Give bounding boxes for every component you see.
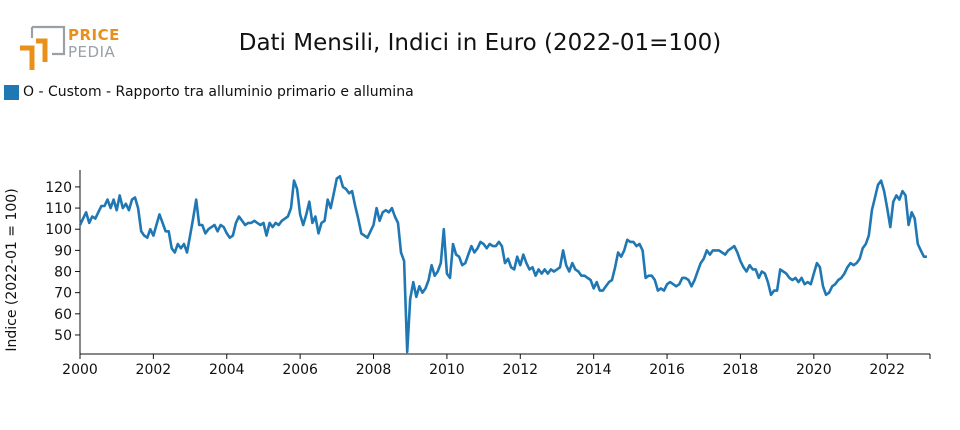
y-tick-label: 80 bbox=[54, 265, 72, 281]
chart-title: Dati Mensili, Indici in Euro (2022-01=10… bbox=[238, 30, 722, 56]
plot-area bbox=[78, 175, 927, 354]
legend-swatch bbox=[4, 84, 19, 100]
y-tick-label: 120 bbox=[45, 180, 72, 196]
y-tick-label: 90 bbox=[54, 243, 72, 259]
series-line bbox=[78, 175, 927, 354]
x-tick-label: 2010 bbox=[429, 362, 465, 378]
logo-word-pedia: PEDIA bbox=[68, 43, 116, 61]
x-tick-label: 2004 bbox=[209, 362, 245, 378]
y-tick-label: 70 bbox=[54, 286, 72, 302]
x-tick-label: 2008 bbox=[356, 362, 392, 378]
y-tick-label: 110 bbox=[45, 201, 72, 217]
logo-mark-icon bbox=[20, 25, 66, 70]
y-axis-label: Indice (2022-01 = 100) bbox=[4, 188, 20, 351]
pricepedia-logo: PRICE PEDIA bbox=[18, 24, 128, 74]
y-tick-label: 60 bbox=[54, 307, 72, 323]
y-tick-label: 100 bbox=[45, 222, 72, 238]
x-tick-label: 2006 bbox=[282, 362, 318, 378]
x-tick-label: 2014 bbox=[576, 362, 612, 378]
x-tick-label: 2020 bbox=[796, 362, 832, 378]
logo-word-price: PRICE bbox=[68, 26, 120, 44]
legend-item[interactable]: O - Custom - Rapporto tra alluminio prim… bbox=[4, 84, 414, 100]
y-tick-label: 50 bbox=[54, 328, 72, 344]
y-axis: 50 60 70 80 90 100 110 120 bbox=[45, 170, 81, 354]
x-axis: 2000 2002 2004 2006 2008 2010 2012 2014 2016 2018… bbox=[62, 353, 931, 378]
x-tick-label: 2022 bbox=[869, 362, 905, 378]
x-tick-label: 2016 bbox=[649, 362, 685, 378]
x-tick-label: 2002 bbox=[136, 362, 172, 378]
x-tick-label: 2012 bbox=[502, 362, 538, 378]
x-tick-label: 2018 bbox=[723, 362, 759, 378]
legend-label: O - Custom - Rapporto tra alluminio prim… bbox=[23, 84, 414, 100]
x-tick-label: 2000 bbox=[62, 362, 98, 378]
